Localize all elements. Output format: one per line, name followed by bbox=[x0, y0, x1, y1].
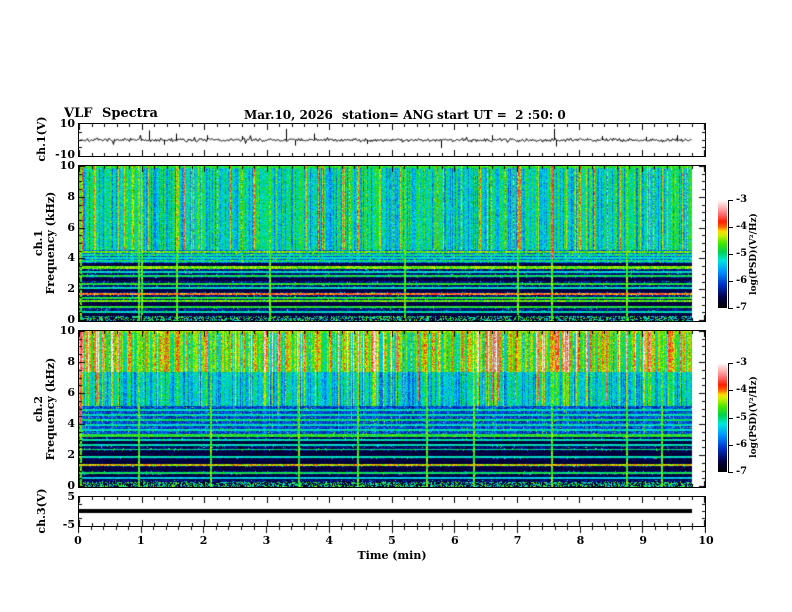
colorbar-tick-label: -5 bbox=[736, 248, 748, 259]
colorbar-tick-label: -3 bbox=[736, 357, 748, 368]
colorbar-ch2-axis-line bbox=[728, 363, 729, 473]
spec2-freq-tick-label: 10 bbox=[59, 324, 75, 337]
spec1-freq-tick-label: 10 bbox=[59, 159, 75, 172]
colorbar-tick bbox=[729, 472, 733, 473]
spec2-freq-tick-label: 4 bbox=[67, 417, 75, 430]
spec1-freq-tick-label: 4 bbox=[67, 251, 75, 264]
spec1-freq-tick-label: 2 bbox=[67, 282, 75, 295]
colorbar-ch2 bbox=[718, 363, 727, 472]
spec1-freq-tick-label: 8 bbox=[67, 190, 75, 203]
time-tick-label: 9 bbox=[639, 534, 648, 547]
colorbar-tick bbox=[729, 308, 733, 309]
time-tick-label: 5 bbox=[388, 534, 396, 547]
page-title: VLF Spectra bbox=[64, 106, 158, 121]
time-axis-title: Time (min) bbox=[357, 549, 427, 562]
time-tick-label: 3 bbox=[262, 534, 271, 547]
time-tick-label: 8 bbox=[576, 534, 585, 547]
title-date: Mar.10, 2026 bbox=[244, 108, 333, 122]
colorbar-tick bbox=[729, 254, 733, 255]
ch1-spectrogram-panel bbox=[78, 165, 706, 322]
title-station: station= ANG bbox=[342, 108, 434, 122]
ch3-waveform-canvas bbox=[79, 497, 705, 526]
colorbar-tick-label: -7 bbox=[736, 302, 748, 313]
time-tick-label: 0 bbox=[74, 534, 82, 547]
ch1-waveform-canvas bbox=[79, 124, 705, 156]
colorbar-ch2-title: log(PSD)(V²/Hz) bbox=[749, 376, 759, 458]
time-axis-tick-strip bbox=[78, 527, 706, 534]
colorbar-tick bbox=[729, 200, 733, 201]
colorbar-tick-label: -6 bbox=[736, 275, 748, 286]
colorbar-tick bbox=[729, 445, 733, 446]
time-tick-label: 2 bbox=[199, 534, 208, 547]
colorbar-tick-label: -7 bbox=[736, 466, 748, 477]
spec2-freq-tick-label: 6 bbox=[67, 386, 75, 399]
colorbar-tick-label: -4 bbox=[736, 221, 748, 232]
colorbar-tick-label: -6 bbox=[736, 439, 748, 450]
ch3-waveform-panel bbox=[78, 496, 706, 527]
time-tick-label: 10 bbox=[698, 534, 714, 547]
ch3-wave-tick-label: -5 bbox=[62, 518, 75, 531]
time-tick-label: 1 bbox=[136, 534, 145, 547]
colorbar-ch1-title: log(PSD)(V²/Hz) bbox=[749, 213, 759, 295]
ch1-waveform-panel bbox=[78, 123, 706, 157]
colorbar-ch1-axis-line bbox=[728, 200, 729, 309]
ch1-wave-tick-label: 10 bbox=[59, 117, 75, 130]
time-tick-label: 7 bbox=[513, 534, 522, 547]
ch2-spectrogram-panel bbox=[78, 330, 706, 488]
title-start-ut: start UT = 2 :50: 0 bbox=[437, 108, 566, 122]
ch3-wave-tick-label: 5 bbox=[67, 490, 75, 503]
spec1-freq-tick-label: 0 bbox=[67, 313, 75, 326]
spec2-freq-tick-label: 0 bbox=[67, 479, 75, 492]
colorbar-tick bbox=[729, 390, 733, 391]
spec2-freq-tick-label: 2 bbox=[67, 448, 75, 461]
colorbar-tick bbox=[729, 418, 733, 419]
ch1-spectrogram-canvas bbox=[79, 166, 705, 321]
colorbar-tick bbox=[729, 227, 733, 228]
colorbar-ch1 bbox=[718, 200, 727, 308]
spec1-freq-tick-label: 6 bbox=[67, 221, 75, 234]
time-tick-label: 6 bbox=[450, 534, 459, 547]
ch1-wave-tick-label: -10 bbox=[55, 148, 75, 161]
colorbar-tick bbox=[729, 363, 733, 364]
colorbar-tick bbox=[729, 281, 733, 282]
colorbar-tick-label: -3 bbox=[736, 194, 748, 205]
colorbar-tick-label: -5 bbox=[736, 412, 748, 423]
colorbar-tick-label: -4 bbox=[736, 384, 748, 395]
time-tick-label: 4 bbox=[325, 534, 334, 547]
spec2-freq-tick-label: 8 bbox=[67, 355, 75, 368]
ch2-spectrogram-canvas bbox=[79, 331, 705, 487]
